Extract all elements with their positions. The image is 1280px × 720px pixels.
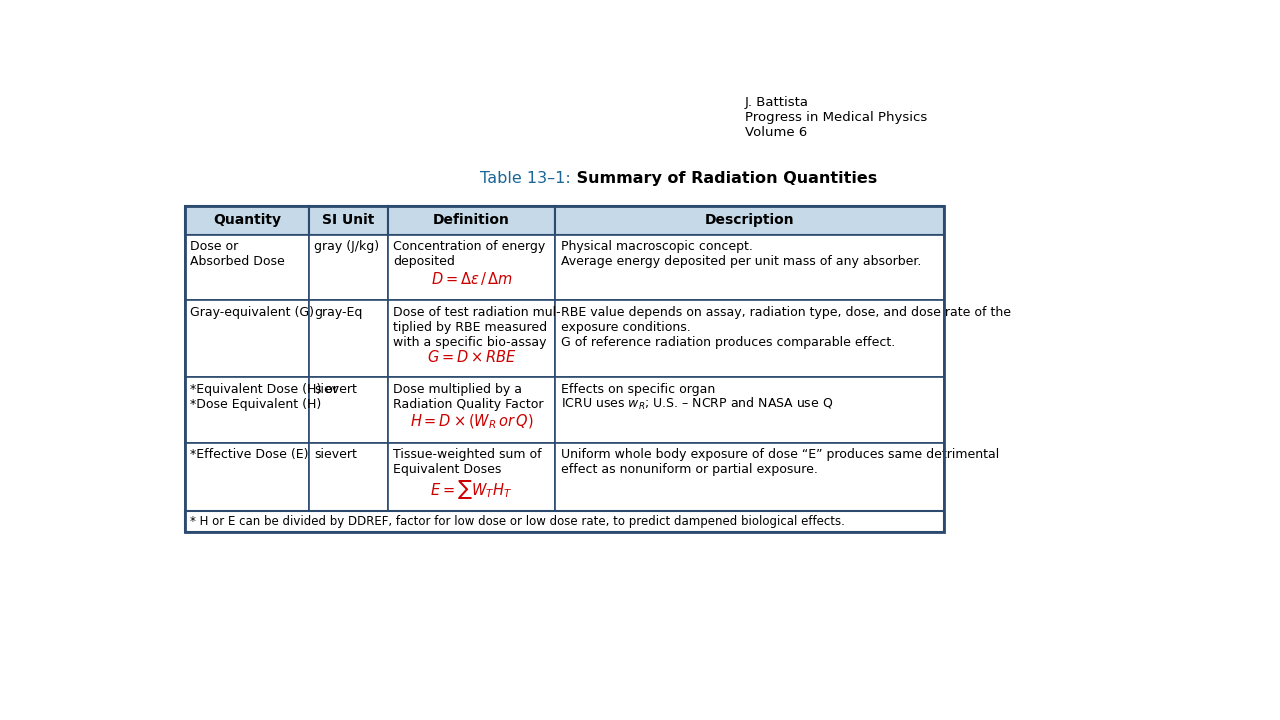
Text: J. Battista
Progress in Medical Physics
Volume 6: J. Battista Progress in Medical Physics … [745, 96, 928, 139]
Bar [308, 300, 388, 377]
Text: ICRU uses $w_R$; U.S. – NCRP and NASA use Q: ICRU uses $w_R$; U.S. – NCRP and NASA us… [561, 395, 833, 412]
Bar [308, 206, 388, 235]
Text: *Equivalent Dose (H) or
*Dose Equivalent (H): *Equivalent Dose (H) or *Dose Equivalent… [191, 383, 338, 411]
Text: Dose multiplied by a
Radiation Quality Factor: Dose multiplied by a Radiation Quality F… [393, 383, 544, 411]
Text: $H = D\times(W_R\,or\,Q)$: $H = D\times(W_R\,or\,Q)$ [410, 413, 534, 431]
Text: Gray-equivalent (G): Gray-equivalent (G) [191, 306, 314, 319]
Bar [308, 443, 388, 510]
Text: *Effective Dose (E): *Effective Dose (E) [191, 449, 308, 462]
Bar [184, 510, 945, 532]
Bar [308, 377, 388, 443]
Text: Definition: Definition [433, 213, 509, 228]
Bar [388, 206, 556, 235]
Text: Concentration of energy
deposited: Concentration of energy deposited [393, 240, 545, 269]
Text: $G = D \times RBE$: $G = D \times RBE$ [426, 348, 517, 364]
Bar [388, 235, 556, 300]
Bar [184, 300, 308, 377]
Bar [556, 206, 945, 235]
Text: Dose or
Absorbed Dose: Dose or Absorbed Dose [191, 240, 285, 269]
Text: Summary of Radiation Quantities: Summary of Radiation Quantities [571, 171, 877, 186]
Text: Description: Description [705, 213, 795, 228]
Bar [556, 443, 945, 510]
Bar [556, 377, 945, 443]
Text: Tissue-weighted sum of
Equivalent Doses: Tissue-weighted sum of Equivalent Doses [393, 449, 541, 477]
Text: RBE value depends on assay, radiation type, dose, and dose rate of the
exposure : RBE value depends on assay, radiation ty… [561, 306, 1011, 349]
Bar [308, 235, 388, 300]
Text: sievert: sievert [314, 383, 357, 396]
Bar [388, 443, 556, 510]
Bar [184, 235, 308, 300]
Text: gray (J/kg): gray (J/kg) [314, 240, 379, 253]
Bar [184, 206, 308, 235]
Bar [388, 300, 556, 377]
Bar [184, 377, 308, 443]
Bar [556, 300, 945, 377]
Text: Uniform whole body exposure of dose “E” produces same detrimental
effect as nonu: Uniform whole body exposure of dose “E” … [561, 449, 998, 477]
Text: SI Unit: SI Unit [323, 213, 375, 228]
Text: * H or E can be divided by DDREF, factor for low dose or low dose rate, to predi: * H or E can be divided by DDREF, factor… [191, 515, 845, 528]
Bar [388, 377, 556, 443]
Bar [556, 235, 945, 300]
Text: Effects on specific organ: Effects on specific organ [561, 383, 716, 396]
Bar [184, 443, 308, 510]
Text: Table 13–1:: Table 13–1: [480, 171, 571, 186]
Text: sievert: sievert [314, 449, 357, 462]
Text: Dose of test radiation mul-
tiplied by RBE measured
with a specific bio-assay: Dose of test radiation mul- tiplied by R… [393, 306, 561, 349]
Text: Quantity: Quantity [212, 213, 280, 228]
Text: gray-Eq: gray-Eq [314, 306, 362, 319]
Text: $D = \Delta\varepsilon\,/\,\Delta m$: $D = \Delta\varepsilon\,/\,\Delta m$ [430, 271, 512, 287]
Text: $E = \sum W_T H_T$: $E = \sum W_T H_T$ [430, 478, 513, 501]
Text: Physical macroscopic concept.
Average energy deposited per unit mass of any abso: Physical macroscopic concept. Average en… [561, 240, 922, 269]
Bar [184, 206, 945, 532]
